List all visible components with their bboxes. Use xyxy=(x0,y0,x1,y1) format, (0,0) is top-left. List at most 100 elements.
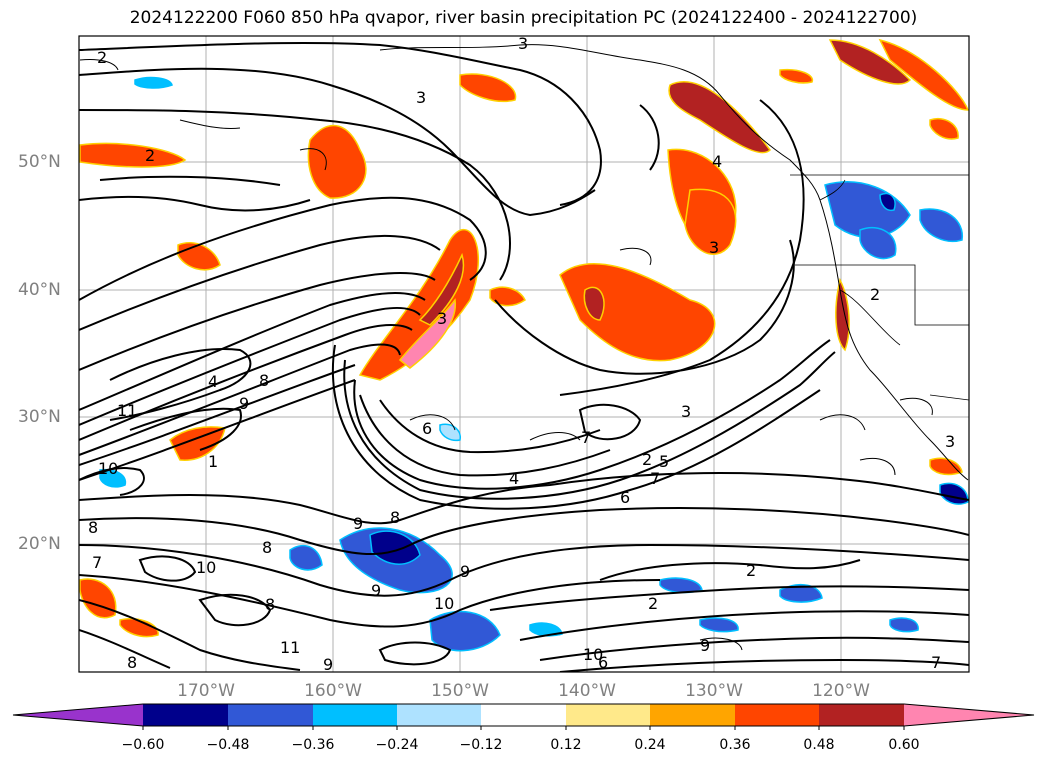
contour-label: 9 xyxy=(460,562,471,581)
contour-label: 9 xyxy=(700,636,711,655)
contour-label: 3 xyxy=(437,309,448,328)
colorbar-tick-label: 0.48 xyxy=(803,737,835,753)
colorbar-segment xyxy=(228,704,313,726)
contour-label: 9 xyxy=(239,394,250,413)
lon-label-120w: 120°W xyxy=(812,681,870,701)
precip-patch xyxy=(369,530,421,565)
precip-patch xyxy=(879,192,896,212)
colorbar-tick-label: −0.36 xyxy=(291,737,335,753)
precip-patch xyxy=(439,423,461,442)
contour-label: 4 xyxy=(509,469,520,488)
colorbar-tick-label: 0.12 xyxy=(550,737,582,753)
contour-label: 10 xyxy=(583,645,604,664)
contour-label: 2 xyxy=(145,146,156,165)
lon-label-160w: 160°W xyxy=(304,681,362,701)
contour-label: 3 xyxy=(681,402,692,421)
lat-label-30n: 30°N xyxy=(18,407,61,427)
colorbar-tick-label: −0.12 xyxy=(459,737,503,753)
contour-label: 2 xyxy=(746,561,757,580)
contour-label: 8 xyxy=(88,518,99,537)
contour-label: 3 xyxy=(709,238,720,257)
contour-label: 2 xyxy=(642,450,653,469)
colorbar-tick-label: 0.24 xyxy=(634,737,666,753)
precip-patch xyxy=(489,286,526,307)
colorbar xyxy=(12,703,1035,730)
precip-patch xyxy=(929,457,963,476)
colorbar-segment xyxy=(313,704,397,726)
minor-contours xyxy=(79,59,933,651)
contour-label: 10 xyxy=(98,459,119,478)
contour-label: 8 xyxy=(262,538,273,557)
precip-patch xyxy=(418,252,465,326)
contour-label: 11 xyxy=(280,638,301,657)
precip-patch xyxy=(828,39,912,85)
precip-patch xyxy=(878,38,969,111)
contour-label: 8 xyxy=(390,508,401,527)
contour-label: 5 xyxy=(659,452,670,471)
precip-patch xyxy=(583,286,605,321)
contour-label: 9 xyxy=(323,655,334,674)
colorbar-tick-label: −0.24 xyxy=(375,737,419,753)
contour-label: 6 xyxy=(422,419,433,438)
contour-label: 6 xyxy=(620,488,631,507)
precip-patch xyxy=(529,622,563,637)
contour-label: 2 xyxy=(870,285,881,304)
contour-label: 2 xyxy=(97,48,108,67)
precip-patch xyxy=(699,617,739,633)
precip-patch xyxy=(459,73,517,102)
contour-label: 6 xyxy=(598,653,609,672)
contour-label: 8 xyxy=(265,595,276,614)
precip-patch xyxy=(919,208,963,242)
coastlines xyxy=(379,44,969,481)
colorbar-extend-min xyxy=(13,704,143,726)
contour-label: 11 xyxy=(117,401,138,420)
colorbar-segment xyxy=(481,704,566,726)
contour-label: 7 xyxy=(92,553,103,572)
qvapor-contours xyxy=(79,41,969,672)
colorbar-segment xyxy=(819,704,904,726)
precip-patch xyxy=(79,142,187,168)
contour-label: 7 xyxy=(581,428,592,447)
precip-patch xyxy=(134,76,173,89)
precip-patch xyxy=(668,81,771,154)
lon-label-130w: 130°W xyxy=(685,681,743,701)
lon-label-150w: 150°W xyxy=(431,681,489,701)
contour-label: 4 xyxy=(712,152,723,171)
contour-label: 4 xyxy=(208,372,219,391)
colorbar-segment xyxy=(397,704,481,726)
contour-label: 7 xyxy=(650,469,661,488)
contour-label: 3 xyxy=(416,88,427,107)
colorbar-segment xyxy=(650,704,735,726)
contour-label: 1 xyxy=(208,452,219,471)
lat-label-40n: 40°N xyxy=(18,280,61,300)
contour-label: 10 xyxy=(434,594,455,613)
precip-patch xyxy=(398,298,457,369)
lat-label-50n: 50°N xyxy=(18,152,61,172)
precip-patch xyxy=(889,617,919,633)
colorbar-segment xyxy=(735,704,819,726)
graticule xyxy=(79,36,969,672)
negative-precip-patches xyxy=(99,76,969,652)
precip-patch xyxy=(779,583,823,603)
map-frame xyxy=(78,35,970,673)
contour-label: 3 xyxy=(945,432,956,451)
precip-patch xyxy=(929,118,959,140)
map-title: 2024122200 F060 850 hPa qvapor, river ba… xyxy=(129,8,918,28)
lon-label-140w: 140°W xyxy=(558,681,616,701)
contour-label: 2 xyxy=(648,594,659,613)
precip-patch xyxy=(307,124,367,199)
colorbar-extend-max xyxy=(904,704,1034,726)
colorbar-tick-label: −0.48 xyxy=(206,737,250,753)
colorbar-tick-label: 0.36 xyxy=(719,737,751,753)
colorbar-segment xyxy=(566,704,650,726)
lon-label-170w: 170°W xyxy=(177,681,235,701)
positive-precip-patches xyxy=(79,38,969,638)
contour-label: 8 xyxy=(259,371,270,390)
contour-label: 7 xyxy=(931,653,942,672)
contour-label: 8 xyxy=(127,653,138,672)
precip-patch xyxy=(559,262,716,362)
contour-label: 9 xyxy=(353,514,364,533)
contour-label: 9 xyxy=(371,581,382,600)
precip-patch xyxy=(779,68,814,84)
